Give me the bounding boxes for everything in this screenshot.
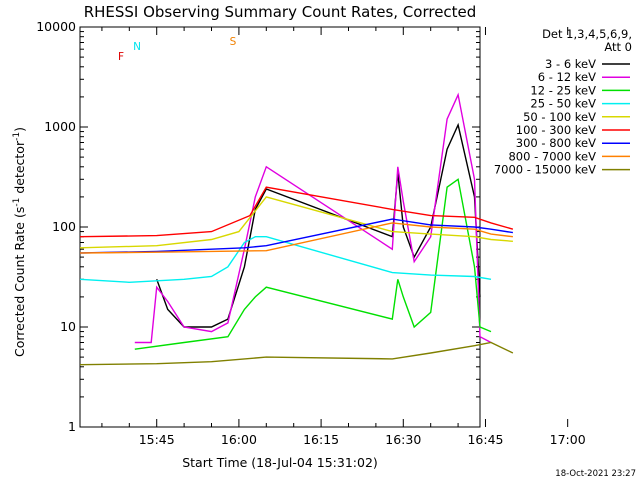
series-line-3	[79, 236, 492, 284]
y-tick-label: 10000	[36, 19, 76, 34]
legend-header-1: Det 1,3,4,5,6,9,	[542, 27, 632, 41]
plot-frame	[79, 26, 481, 428]
y-tick-label: 100	[52, 219, 76, 234]
plot-area: 1 10 100 1000 10000 15:45 16:00 16:15 16:30 16:45…	[36, 19, 585, 447]
flag-label-s: S	[230, 36, 237, 48]
flag-label-n: N	[133, 41, 141, 53]
x-axis-label: Start Time (18-Jul-04 15:31:02)	[182, 455, 378, 470]
series-line-5	[79, 186, 514, 238]
legend-label-4: 50 - 100 keV	[523, 110, 596, 124]
y-tick-label: 10	[60, 319, 76, 334]
series-line-2	[134, 178, 492, 350]
series-line-0	[156, 122, 481, 328]
chart-title: RHESSI Observing Summary Count Rates, Co…	[84, 3, 477, 21]
x-tick-label: 16:15	[303, 432, 339, 447]
series-line-4	[79, 196, 513, 249]
x-tick-label: 16:30	[385, 432, 421, 447]
legend-label-2: 12 - 25 keV	[530, 83, 596, 97]
legend-label-1: 6 - 12 keV	[538, 70, 596, 84]
legend-label-0: 3 - 6 keV	[545, 57, 596, 71]
series-line-7	[79, 222, 513, 254]
x-tick-label: 16:45	[467, 432, 503, 447]
legend-label-6: 300 - 800 keV	[516, 136, 596, 150]
x-tick-label: 17:00	[550, 432, 586, 447]
legend-label-8: 7000 - 15000 keV	[494, 163, 596, 177]
y-tick-label: 1	[68, 419, 76, 434]
series-line-8	[79, 341, 514, 366]
series-line-6	[79, 218, 514, 254]
series-line-1	[134, 92, 492, 344]
x-tick-label: 16:00	[221, 432, 257, 447]
flag-label-f: F	[118, 51, 124, 63]
legend-header-2: Att 0	[604, 40, 632, 54]
legend-label-5: 100 - 300 keV	[516, 123, 596, 137]
y-axis-label: Corrected Count Rate (s-1 detector-1)	[12, 127, 27, 357]
legend-label-3: 25 - 50 keV	[530, 97, 596, 111]
legend-label-7: 800 - 7000 keV	[508, 149, 596, 163]
footer-timestamp: 18-Oct-2021 23:27	[555, 469, 636, 479]
y-tick-label: 1000	[44, 119, 76, 134]
x-tick-label: 15:45	[139, 432, 175, 447]
